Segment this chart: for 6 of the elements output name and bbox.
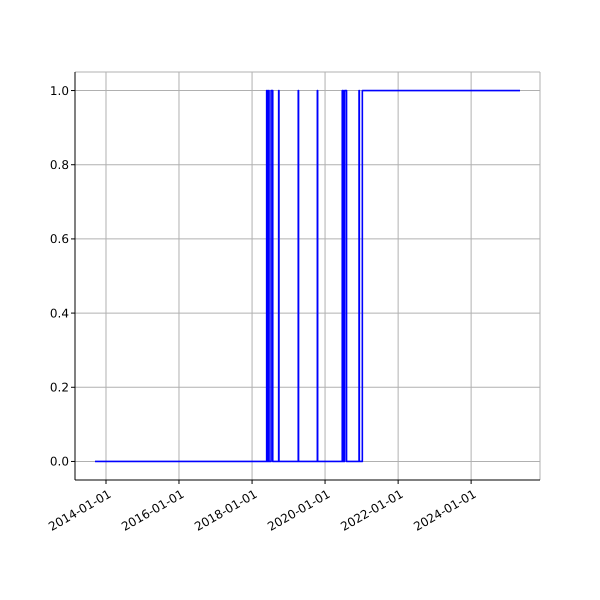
y-tick-label: 0.6 [50,232,69,246]
y-tick-label: 0.2 [50,380,69,395]
y-tick-label: 0.8 [50,158,69,172]
y-tick-label: 0.4 [50,306,69,320]
y-tick-label: 1.0 [50,84,69,98]
y-tick-label: 0.0 [50,454,69,469]
